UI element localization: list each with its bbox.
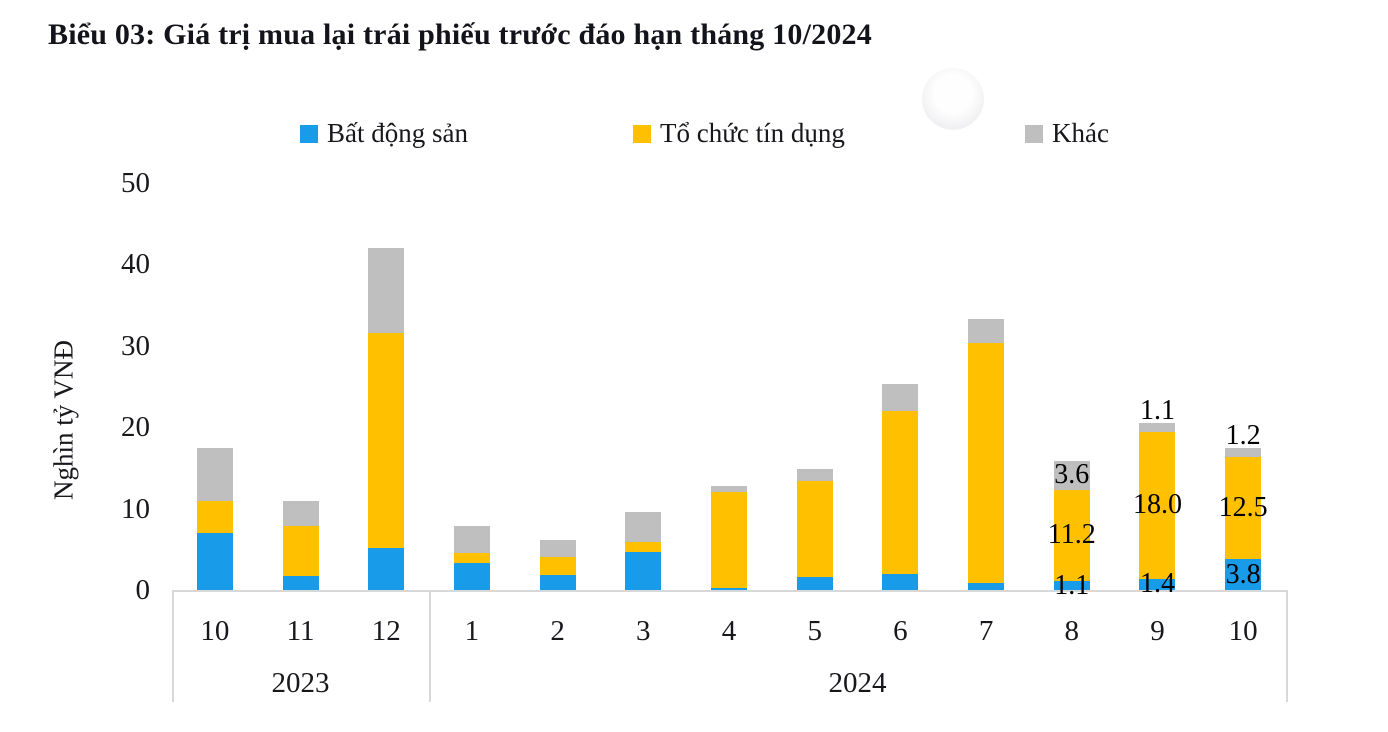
x-tick-label: 4 [721, 615, 737, 647]
watermark-circle [922, 68, 984, 130]
x-tick-label: 8 [1064, 615, 1080, 647]
bar-segment [625, 511, 662, 542]
category-frame-line [429, 590, 431, 702]
bar-segment [711, 587, 747, 590]
legend-item: Bất động sản [300, 118, 468, 149]
bar-segment [1225, 457, 1262, 560]
bar-segment [453, 553, 490, 564]
legend-label: Khác [1052, 118, 1109, 148]
legend-item: Tổ chức tín dụng [633, 118, 845, 149]
legend-label: Tổ chức tín dụng [660, 118, 845, 148]
category-frame-line [1286, 590, 1288, 702]
bar-segment [539, 539, 576, 558]
legend-swatch-icon [1025, 124, 1043, 143]
bar-segment [282, 576, 319, 590]
bar-segment [1053, 581, 1090, 590]
bar-segment [882, 410, 919, 574]
y-tick-label: 30 [121, 329, 150, 362]
bar-segment [968, 583, 1005, 590]
x-tick-label: 12 [371, 615, 401, 647]
bar-segment [539, 557, 576, 576]
bar-segment [1225, 447, 1262, 458]
bar-segment [968, 343, 1005, 584]
bar-segment [796, 480, 833, 577]
y-tick-label: 40 [121, 248, 150, 281]
y-tick-label: 0 [135, 574, 151, 606]
x-tick-label: 3 [636, 615, 651, 647]
x-axis-year-label: 2024 [828, 667, 887, 699]
y-axis-title: Nghìn tỷ VNĐ [48, 339, 79, 501]
bar-data-label: 3.8 [1225, 558, 1261, 590]
legend-label: Bất động sản [327, 118, 468, 148]
bar-segment [196, 501, 233, 533]
bar-segment [368, 332, 405, 549]
x-tick-label: 6 [893, 615, 908, 647]
x-tick-label: 1 [464, 615, 480, 647]
x-tick-label: 9 [1150, 615, 1165, 647]
y-tick-label: 50 [121, 167, 150, 199]
bar-segment [539, 575, 576, 590]
x-tick-label: 7 [978, 615, 994, 647]
bar-data-label: 1.1 [1054, 569, 1090, 601]
bar-data-label: 1.1 [1139, 395, 1175, 427]
legend-swatch-icon [300, 124, 318, 143]
bar-segment [625, 541, 662, 552]
bar-segment [1139, 432, 1176, 579]
bar-segment [196, 533, 233, 590]
bar-segment [1225, 559, 1262, 590]
bar-segment [368, 248, 405, 333]
x-axis-line [172, 590, 1286, 592]
x-tick-label: 10 [200, 615, 230, 647]
bar-segment [282, 501, 319, 526]
bar-segment [453, 525, 490, 554]
bar-segment [882, 384, 919, 411]
bar-segment [711, 485, 747, 493]
bar-segment [882, 573, 919, 590]
bar-data-label: 18.0 [1132, 489, 1182, 521]
bar-segment [196, 447, 233, 502]
x-tick-label: 2 [550, 615, 565, 647]
y-tick-label: 10 [121, 492, 150, 525]
legend-item: Khác [1025, 118, 1109, 149]
bar-segment [1053, 489, 1090, 582]
bar-segment [1053, 460, 1090, 490]
bar-segment [1139, 578, 1176, 590]
bar-segment [282, 525, 319, 577]
chart-title: Biểu 03: Giá trị mua lại trái phiếu trướ… [48, 18, 872, 51]
x-tick-label: 11 [286, 615, 315, 647]
bar-data-label: 11.2 [1047, 519, 1096, 551]
bar-data-label: 1.2 [1225, 419, 1261, 451]
x-tick-label: 10 [1228, 615, 1258, 647]
bar-segment [711, 492, 747, 588]
x-axis-year-label: 2023 [271, 667, 330, 699]
bar-data-label: 1.4 [1139, 568, 1175, 600]
y-tick-label: 20 [121, 411, 150, 444]
bar-segment [453, 563, 490, 590]
bar-segment [625, 551, 662, 590]
bar-segment [796, 468, 833, 481]
bar-segment [796, 576, 833, 590]
legend-swatch-icon [633, 124, 651, 143]
bar-data-label: 12.5 [1218, 492, 1268, 524]
bar-segment [1139, 423, 1176, 433]
bar-data-label: 3.6 [1054, 459, 1090, 491]
x-tick-label: 5 [807, 615, 822, 647]
category-frame-line [172, 590, 174, 702]
bar-segment [968, 318, 1005, 344]
bar-segment [368, 548, 405, 590]
